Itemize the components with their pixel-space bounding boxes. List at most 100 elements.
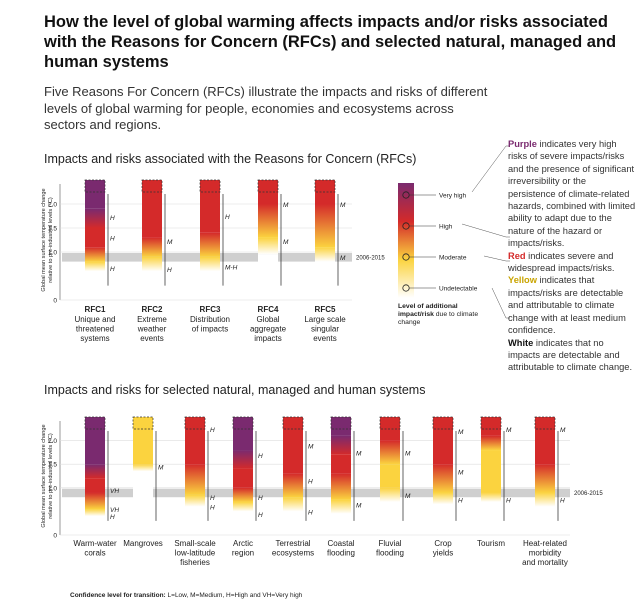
ember-label: Terrestrial — [275, 539, 310, 548]
ember-label: of impacts — [192, 325, 228, 334]
ember-segment — [200, 271, 220, 286]
ember-segment — [283, 417, 303, 474]
ember-segment — [535, 417, 555, 465]
y-tick-label: 1.0 — [48, 485, 57, 492]
notes: Purple indicates very high risks of seve… — [508, 138, 636, 374]
ember-segment — [535, 492, 555, 507]
y-tick-label: 1.5 — [48, 226, 57, 233]
ember-label: systems — [80, 334, 109, 343]
ember-segment — [142, 256, 162, 272]
ember-segment — [258, 204, 278, 238]
ember-segment — [258, 237, 278, 255]
ember-segment — [85, 247, 105, 262]
confidence-label: H — [225, 214, 230, 221]
y-tick-label: 0 — [53, 533, 57, 540]
ember-outline — [432, 416, 454, 430]
ember-label: and mortality — [522, 558, 568, 567]
legend-label: Moderate — [439, 255, 467, 262]
y-tick-label: 2.0 — [48, 202, 57, 209]
ember-outline — [534, 416, 556, 430]
note-text: indicates that impacts/risks are detecta… — [508, 275, 626, 336]
y-tick-label: 1.5 — [48, 462, 57, 469]
ember-label: events — [140, 334, 164, 343]
note: White indicates that no impacts are dete… — [508, 337, 636, 374]
ember-segment — [85, 261, 105, 272]
ember-outline — [282, 416, 304, 430]
ember-label: Heat-related — [523, 539, 567, 548]
ember-label: aggregate — [250, 325, 287, 334]
confidence-label: M — [506, 427, 512, 434]
confidence-label: H — [258, 453, 263, 460]
ember-label: Global — [256, 315, 279, 324]
ember-segment — [133, 471, 153, 521]
confidence-label: M — [340, 202, 346, 209]
page-title: How the level of global warming affects … — [44, 13, 617, 71]
ember-segment — [433, 464, 453, 493]
ember-segment — [85, 228, 105, 248]
note-term: Red — [508, 250, 526, 261]
confidence-label: H — [506, 498, 511, 505]
note-term: Purple — [508, 139, 537, 149]
ember-segment — [433, 417, 453, 465]
ember-label: Warm-water — [73, 539, 117, 548]
ember-label: region — [232, 549, 254, 558]
ember-segment — [315, 247, 335, 262]
ember-segment — [535, 464, 555, 493]
footnote-label: Confidence level for transition: — [70, 592, 166, 599]
note: Yellow indicates that impacts/risks are … — [508, 274, 636, 336]
ember-label: morbidity — [529, 549, 561, 558]
ember-segment — [233, 487, 253, 502]
ember-label: Large scale — [304, 315, 346, 324]
confidence-label: H — [210, 505, 215, 512]
ember-segment — [185, 506, 205, 521]
ember-segment — [85, 271, 105, 286]
ember-segment — [481, 492, 501, 502]
y-axis-label: relative to pre-industrial levels (°C) — [48, 433, 54, 519]
ember-label: weather — [137, 325, 167, 334]
legend-title-bold: Level of additional impact/risk — [398, 303, 458, 318]
ember-segment — [481, 417, 501, 436]
ember-segment — [85, 509, 105, 517]
confidence-label: H — [110, 514, 115, 521]
note: Purple indicates very high risks of seve… — [508, 138, 636, 250]
ember-segment — [185, 494, 205, 507]
confidence-label: M — [405, 493, 411, 500]
ember-segment — [331, 513, 351, 521]
intro: Five Reasons For Concern (RFCs) illustra… — [44, 84, 488, 132]
ember-segment — [233, 501, 253, 512]
confidence-label: M — [458, 469, 464, 476]
legend-label: Very high — [439, 193, 466, 200]
ember-segment — [133, 464, 153, 472]
ember-outline — [84, 416, 106, 430]
ember-label: fisheries — [180, 558, 210, 567]
panel-title: Impacts and risks associated with the Re… — [44, 152, 417, 166]
ember-segment — [283, 511, 303, 521]
ember-label: Distribution — [190, 315, 230, 324]
ember-code: RFC1 — [85, 305, 106, 314]
note-text: indicates very high risks of severe impa… — [508, 139, 636, 249]
leader-line — [483, 255, 510, 262]
ember-label: events — [313, 334, 337, 343]
ember-label: Tourism — [477, 539, 505, 548]
ember-outline — [84, 179, 106, 193]
ember-label: flooding — [327, 549, 355, 558]
period-label: 2006-2015 — [356, 255, 385, 261]
ember-segment — [200, 256, 220, 272]
ember-segment — [133, 417, 153, 465]
confidence-label: M — [158, 465, 164, 472]
ember-label: flooding — [376, 549, 404, 558]
confidence-label: M — [167, 239, 173, 246]
ember-segment — [233, 450, 253, 469]
ember-segment — [283, 473, 303, 498]
ember-label: Fluvial — [378, 539, 401, 548]
ember-segment — [380, 501, 400, 521]
ember-segment — [233, 417, 253, 451]
confidence-label: H — [308, 509, 313, 516]
confidence-label: H — [110, 215, 115, 222]
note-term: Yellow — [508, 275, 537, 286]
confidence-label: M — [356, 450, 362, 457]
y-axis-label: Global mean surface temperature change — [41, 188, 47, 291]
footnote-text: L=Low, M=Medium, H=High and VH=Very high — [167, 592, 303, 599]
ember-label: Arctic — [233, 539, 253, 548]
